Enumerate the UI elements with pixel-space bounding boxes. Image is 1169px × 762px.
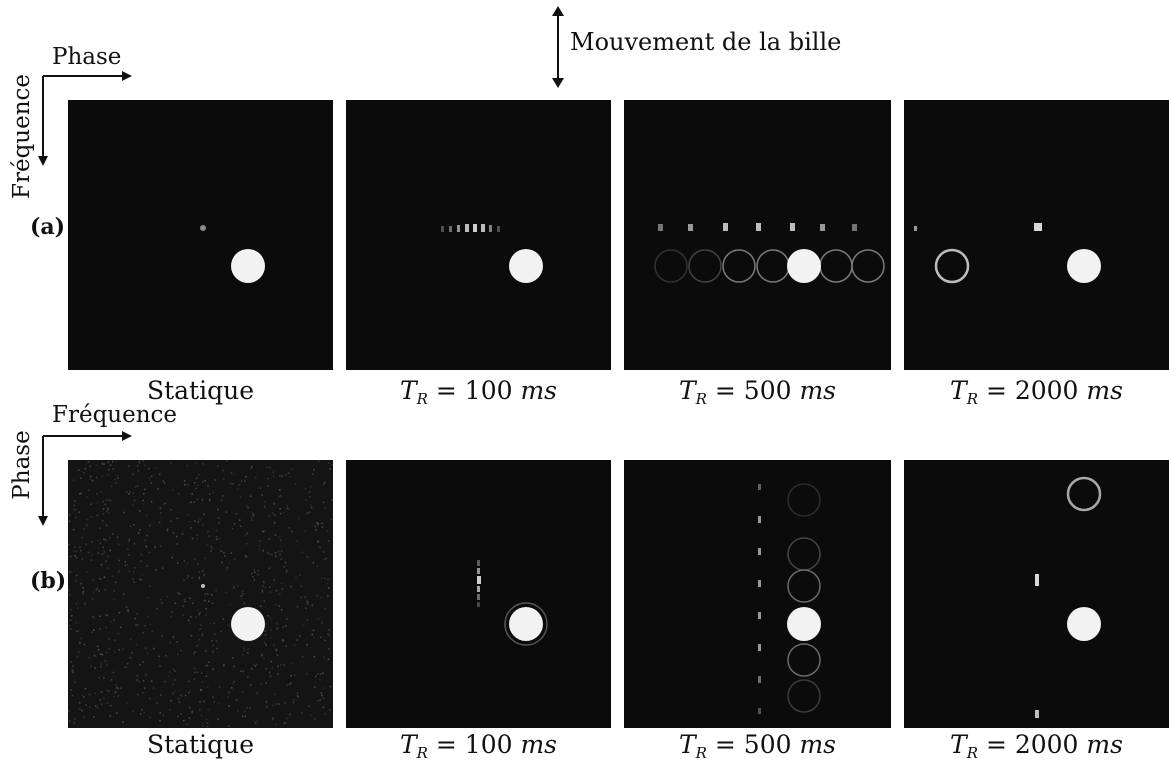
caption-a-tr500: TR = 500 ms [678,376,837,408]
row-a-label: (a) [30,214,66,240]
caption-b-tr100: TR = 100 ms [399,730,558,762]
double-arrow-icon [552,6,564,88]
caption-a-static: Statique [146,376,255,405]
row-b-axis-arrows-icon [38,431,132,526]
panel-a-tr500 [624,100,891,370]
caption-b-static: Statique [146,730,255,759]
row-b-axis-horizontal-label: Fréquence [52,402,178,428]
movement-label: Mouvement de la bille [570,28,842,56]
panel-a-tr100 [346,100,611,370]
panel-b-tr500 [624,460,891,728]
row-a-axis-arrows-icon [38,71,132,166]
caption-b-tr500: TR = 500 ms [678,730,837,762]
panel-a-tr2000 [904,100,1169,370]
row-b-label: (b) [30,568,67,594]
row-b-axis-vertical-label: Phase [9,430,35,500]
caption-b-tr2000: TR = 2000 ms [950,730,1123,762]
caption-a-tr2000: TR = 2000 ms [950,376,1123,408]
panel-b-tr100 [346,460,611,728]
row-a-axis-vertical-label: Fréquence [9,73,35,199]
panel-a-static [68,100,333,370]
row-a-axis-horizontal-label: Phase [52,44,122,70]
caption-a-tr100: TR = 100 ms [399,376,558,408]
panel-b-static [68,460,333,728]
panel-b-tr2000 [904,460,1169,728]
